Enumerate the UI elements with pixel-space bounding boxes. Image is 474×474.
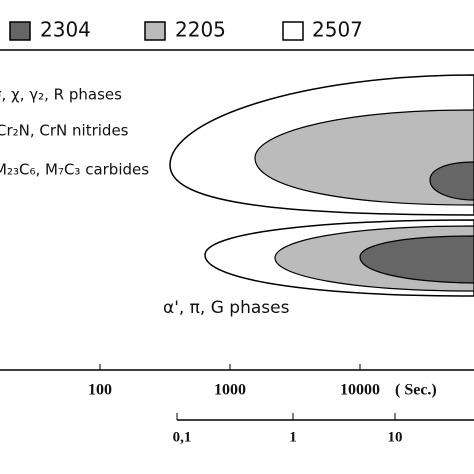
region-2304-lower (359, 235, 474, 284)
tick-label: 1000 (214, 382, 246, 399)
region-2205-upper (254, 109, 474, 206)
phase-label: σ, χ, γ₂, R phases (0, 86, 122, 104)
phase-label: Cr₂N, CrN nitrides (0, 122, 129, 140)
region-2304-upper (429, 161, 474, 201)
axis-unit: ( Sec.) (395, 382, 437, 399)
tick-label: 10 (388, 429, 403, 445)
tick-label: 0,1 (173, 429, 192, 445)
legend-label: 2507 (312, 18, 363, 42)
tick-label: 100 (88, 382, 112, 399)
tick-label: 10000 (340, 382, 380, 399)
legend-swatch-2205 (144, 21, 166, 41)
legend-swatch-2304 (9, 21, 31, 41)
tick-label: 1 (289, 429, 297, 445)
phase-label: M₂₃C₆, M₇C₃ carbides (0, 161, 149, 179)
legend-swatch-2507 (282, 21, 304, 41)
phase-label: α', π, G phases (163, 298, 290, 318)
legend-label: 2205 (175, 18, 226, 42)
legend-label: 2304 (40, 18, 91, 42)
